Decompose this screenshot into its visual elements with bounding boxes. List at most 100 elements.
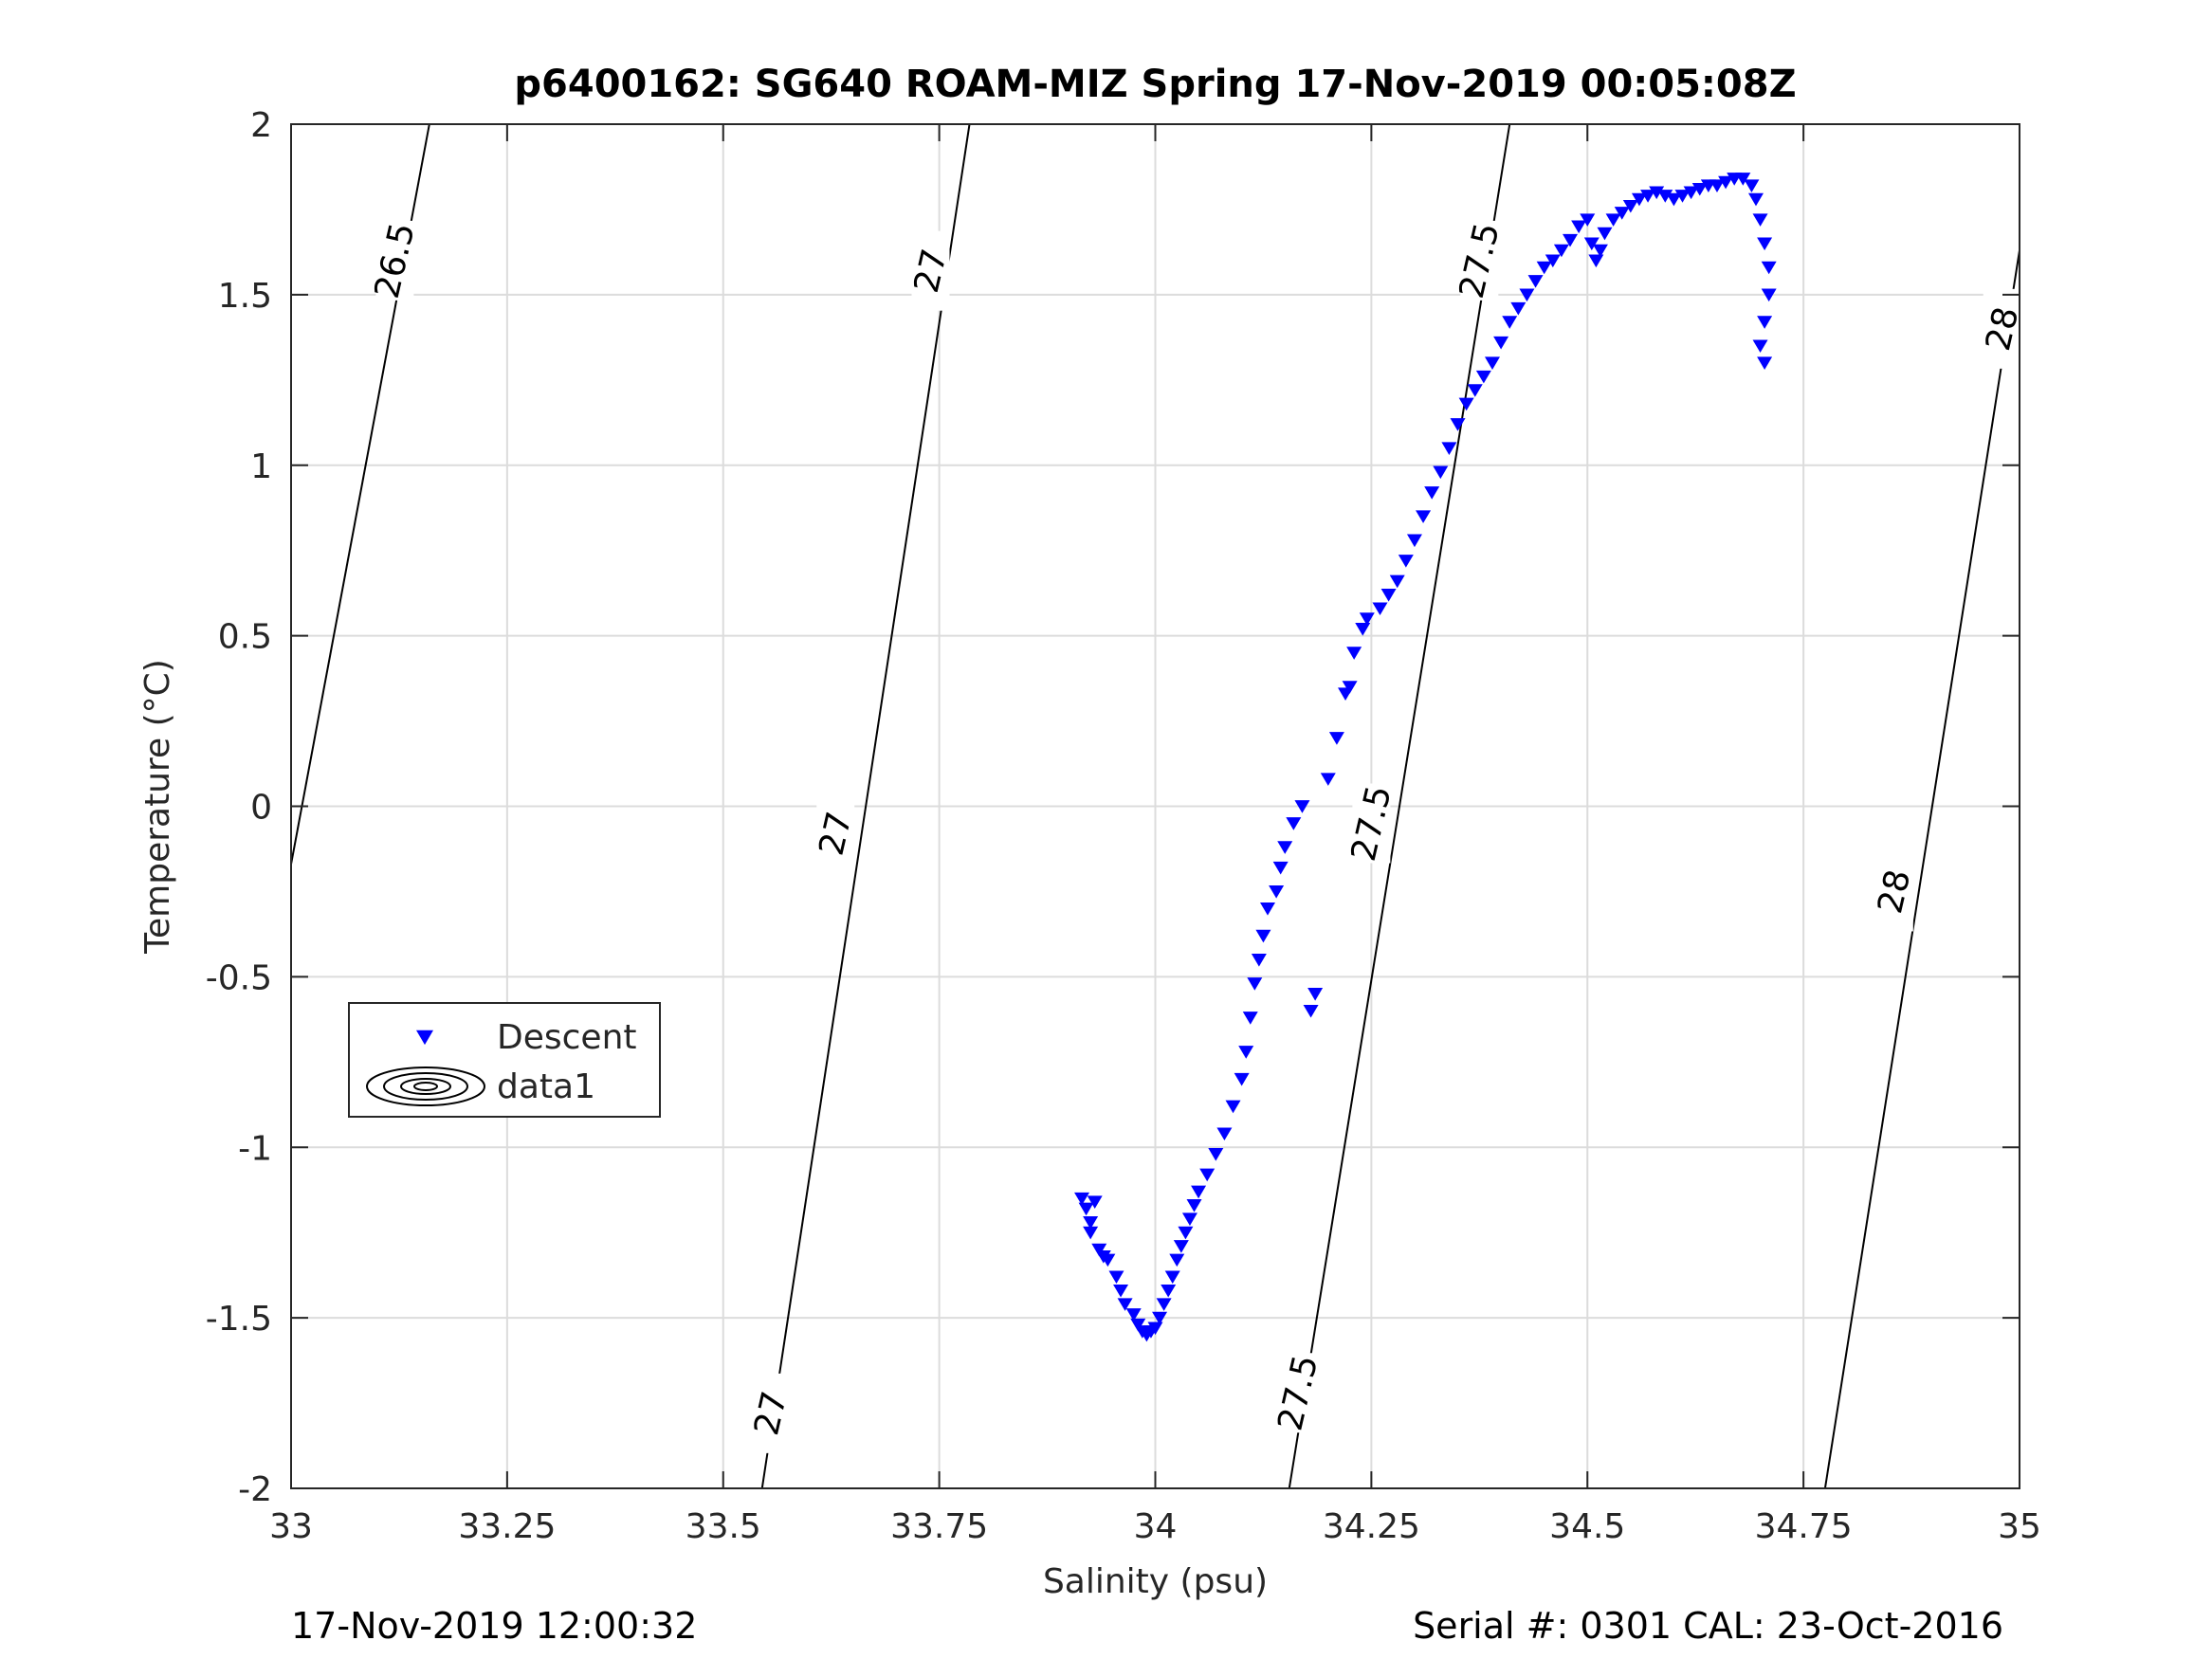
descent-point xyxy=(1450,418,1466,431)
descent-point xyxy=(1527,275,1544,288)
contour-label: 27 xyxy=(813,808,860,859)
descent-point xyxy=(1580,213,1596,227)
descent-point xyxy=(1320,773,1336,786)
descent-point xyxy=(1359,612,1375,626)
y-tick-label: -1 xyxy=(238,1129,272,1168)
descent-point xyxy=(1510,301,1526,316)
descent-point xyxy=(1342,681,1358,694)
descent-point xyxy=(1251,953,1267,967)
legend-contour-ring xyxy=(383,1072,468,1101)
descent-point xyxy=(1493,336,1509,350)
descent-point xyxy=(1294,800,1310,813)
contour-label-gap xyxy=(816,793,855,874)
contour-label-gap xyxy=(1874,851,1913,932)
descent-point xyxy=(1691,182,1708,196)
descent-point xyxy=(1161,1284,1177,1298)
descent-point xyxy=(1718,175,1734,190)
legend: Descent data1 xyxy=(348,1002,661,1118)
descent-point xyxy=(1272,861,1289,875)
descent-point xyxy=(1597,227,1613,241)
descent-point xyxy=(1199,1168,1216,1182)
legend-label-data1: data1 xyxy=(497,1067,595,1106)
descent-point xyxy=(1178,1226,1194,1240)
descent-point xyxy=(1406,534,1422,548)
descent-point xyxy=(1269,885,1285,899)
descent-point xyxy=(1277,841,1293,854)
descent-point xyxy=(1433,465,1449,480)
descent-point xyxy=(1238,1046,1254,1059)
descent-point xyxy=(1083,1215,1099,1230)
descent-point xyxy=(1191,1185,1207,1199)
y-tick-label: 1.5 xyxy=(218,277,272,316)
footer-serial-cal: Serial #: 0301 CAL: 23-Oct-2016 xyxy=(1413,1605,2003,1647)
descent-point xyxy=(1744,179,1760,192)
x-axis-label: Salinity (psu) xyxy=(1043,1562,1268,1601)
descent-point xyxy=(1553,244,1569,258)
descent-point xyxy=(1592,244,1608,258)
descent-point xyxy=(1475,370,1491,384)
descent-point xyxy=(1078,1202,1094,1216)
descent-point xyxy=(1747,192,1764,207)
x-tick-label: 33 xyxy=(269,1507,313,1546)
descent-point xyxy=(1372,602,1388,616)
descent-point xyxy=(1216,1127,1233,1141)
descent-point xyxy=(1709,179,1725,192)
descent-point xyxy=(1247,977,1263,991)
y-tick-label: 2 xyxy=(250,106,272,145)
contour-label-gap xyxy=(1460,220,1499,301)
descent-point xyxy=(1674,190,1691,203)
axis-ticks: 33 33.25 33.5 33.75 34 34.25 34.5 34.75 35 -2 -1.5… xyxy=(206,106,2041,1546)
descent-point xyxy=(1307,987,1324,1001)
x-tick-label: 34.5 xyxy=(1549,1507,1625,1546)
descent-point xyxy=(1169,1253,1185,1267)
chart-title: p6400162: SG640 ROAM-MIZ Spring 17-Nov-2… xyxy=(514,63,1796,106)
descent-point xyxy=(1502,316,1518,329)
descent-point xyxy=(1152,1311,1168,1325)
descent-point xyxy=(1583,237,1600,251)
descent-point xyxy=(1074,1192,1090,1206)
descent-point xyxy=(1424,486,1440,500)
contour-label-gap xyxy=(911,230,950,311)
descent-point xyxy=(1657,190,1673,203)
descent-point xyxy=(1328,732,1344,745)
descent-point xyxy=(1588,254,1604,268)
descent-point xyxy=(1355,623,1371,636)
y-tick-label: -1.5 xyxy=(206,1300,272,1339)
descent-point xyxy=(1563,233,1579,247)
y-tick-label: 1 xyxy=(250,447,272,486)
descent-point xyxy=(1130,1318,1146,1332)
descent-point xyxy=(1458,397,1474,411)
y-tick-label: 0 xyxy=(250,789,272,828)
contour-label: 27 xyxy=(907,246,955,297)
x-tick-label: 34 xyxy=(1134,1507,1178,1546)
descent-point xyxy=(1757,316,1773,329)
x-tick-label: 33.5 xyxy=(686,1507,761,1546)
y-tick-label: -2 xyxy=(238,1470,272,1509)
descent-point xyxy=(1649,186,1665,200)
descent-point xyxy=(1181,1212,1197,1226)
descent-point xyxy=(1752,339,1768,354)
legend-contour-ring xyxy=(400,1078,451,1095)
contour-label-gap xyxy=(1278,1353,1317,1433)
descent-point xyxy=(1761,288,1777,302)
descent-point xyxy=(1234,1072,1250,1086)
y-axis-label: Temperature (°C) xyxy=(138,659,177,955)
descent-point xyxy=(1484,356,1500,371)
legend-contour-ring xyxy=(413,1082,438,1091)
x-tick-label: 35 xyxy=(1998,1507,2041,1546)
descent-point xyxy=(1398,555,1414,568)
legend-label-descent: Descent xyxy=(497,1018,637,1057)
descent-points xyxy=(1074,173,1777,1342)
grid xyxy=(290,123,2020,1489)
descent-point xyxy=(1614,207,1630,220)
legend-contour-icon xyxy=(366,1066,485,1106)
contour-label: 27 xyxy=(747,1388,795,1439)
descent-point xyxy=(1757,237,1773,251)
descent-point xyxy=(1113,1284,1129,1298)
contour-label-gap xyxy=(1983,288,2021,369)
descent-point xyxy=(1389,574,1405,589)
descent-point xyxy=(1545,254,1561,268)
descent-point xyxy=(1605,213,1621,227)
descent-point xyxy=(1640,190,1656,203)
